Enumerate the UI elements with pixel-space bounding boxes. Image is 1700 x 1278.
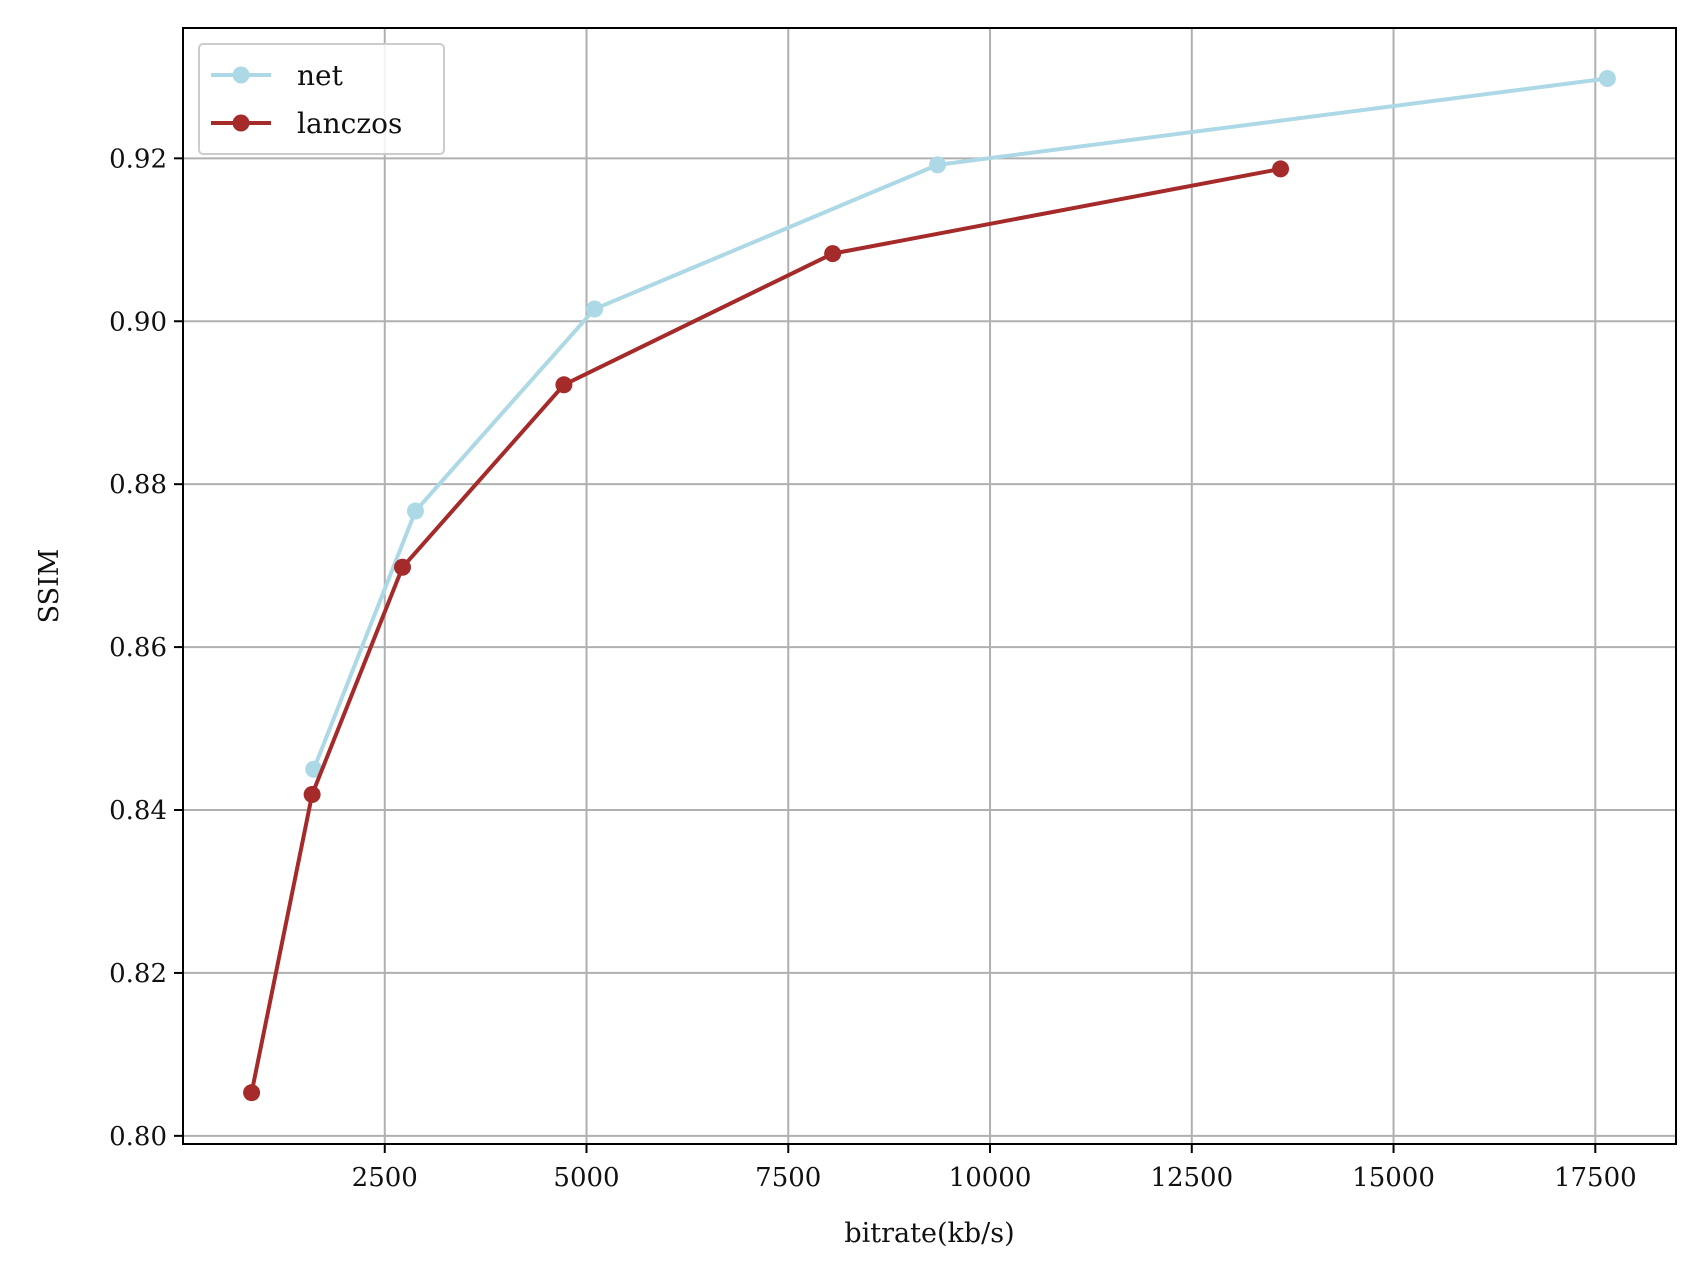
legend-box — [198, 43, 445, 155]
y-tick-label: 0.80 — [109, 1122, 167, 1152]
series-line-lanczos — [249, 166, 1283, 1095]
data-point-net — [305, 760, 323, 778]
legend-label-lanczos: lanczos — [297, 107, 402, 140]
y-tick-label: 0.84 — [109, 796, 167, 826]
data-point-lanczos — [243, 1084, 261, 1102]
legend-entry-lanczos: lanczos — [211, 107, 402, 140]
data-point-net — [929, 156, 947, 174]
y-tick-label: 0.92 — [109, 144, 167, 174]
plot-frame — [182, 27, 1677, 1145]
data-point-net — [406, 502, 424, 520]
legend-label-net: net — [297, 59, 344, 92]
legend: net lanczos — [198, 43, 445, 155]
x-tick-label: 7500 — [755, 1163, 821, 1193]
series-lanczos — [243, 160, 1290, 1102]
y-tick-label: 0.82 — [109, 959, 167, 989]
x-tick-label: 15000 — [1352, 1163, 1435, 1193]
x-tick-label: 10000 — [949, 1163, 1032, 1193]
x-axis-label: bitrate(kb/s) — [844, 1218, 1014, 1249]
x-tick-label: 17500 — [1554, 1163, 1637, 1193]
data-point-lanczos — [394, 558, 412, 576]
y-tick-label: 0.86 — [109, 633, 167, 663]
series-layer — [243, 70, 1616, 1102]
data-point-lanczos — [824, 245, 842, 263]
x-tick-label: 5000 — [553, 1163, 619, 1193]
grid — [183, 28, 1676, 1144]
y-tick-label: 0.88 — [109, 470, 167, 500]
x-tick-label: 2500 — [352, 1163, 418, 1193]
data-point-net — [1598, 70, 1616, 88]
series-net — [305, 70, 1616, 778]
legend-marker-lanczos — [232, 114, 250, 132]
data-point-net — [586, 300, 604, 318]
y-tick-label: 0.90 — [109, 307, 167, 337]
ticks: 2500 5000 7500 10000 12500 15000 17500 0.80 0.82… — [109, 144, 1637, 1193]
data-point-lanczos — [555, 376, 573, 394]
legend-marker-net — [232, 66, 250, 84]
data-point-lanczos — [303, 786, 321, 804]
data-point-lanczos — [1272, 160, 1290, 178]
x-tick-label: 12500 — [1150, 1163, 1233, 1193]
legend-entry-net: net — [211, 59, 344, 92]
y-axis-label: SSIM — [34, 549, 65, 624]
